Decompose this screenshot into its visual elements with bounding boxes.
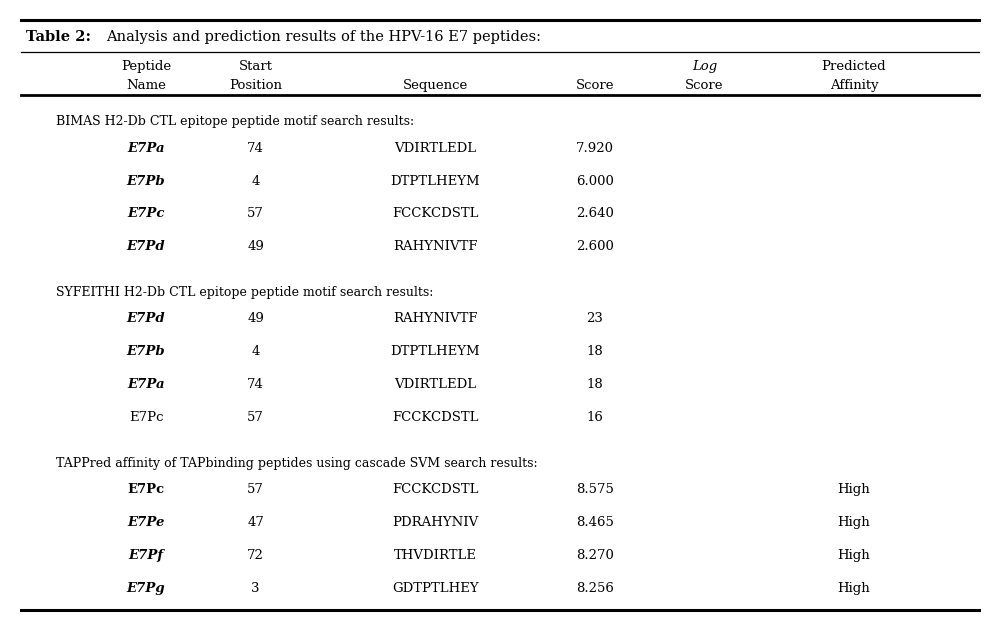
Text: E7Pg: E7Pg [127, 582, 165, 595]
Text: High: High [838, 483, 870, 496]
Text: E7Pc: E7Pc [127, 208, 165, 220]
Text: FCCKCDSTL: FCCKCDSTL [392, 411, 478, 424]
Text: E7Pe: E7Pe [127, 516, 165, 529]
Text: 3: 3 [251, 582, 260, 595]
Text: 8.256: 8.256 [576, 582, 614, 595]
Text: RAHYNIVTF: RAHYNIVTF [393, 241, 477, 253]
Text: FCCKCDSTL: FCCKCDSTL [392, 208, 478, 220]
Text: 2.600: 2.600 [576, 241, 614, 253]
Text: Affinity: Affinity [830, 79, 878, 91]
Text: 18: 18 [586, 378, 603, 391]
Text: Score: Score [685, 79, 724, 91]
Text: FCCKCDSTL: FCCKCDSTL [392, 483, 478, 496]
Text: E7Pc: E7Pc [127, 483, 165, 496]
Text: High: High [838, 582, 870, 595]
Text: 8.465: 8.465 [576, 516, 614, 529]
Text: Table 2:: Table 2: [26, 30, 91, 44]
Text: E7Pb: E7Pb [127, 175, 165, 187]
Text: E7Pd: E7Pd [127, 241, 165, 253]
Text: E7Pc: E7Pc [129, 411, 163, 424]
Text: 4: 4 [251, 175, 260, 187]
Text: E7Pa: E7Pa [127, 142, 165, 155]
Text: Predicted: Predicted [822, 60, 886, 72]
Text: Sequence: Sequence [403, 79, 468, 91]
Text: 49: 49 [247, 312, 264, 326]
Text: TAPPred affinity of TAPbinding peptides using cascade SVM search results:: TAPPred affinity of TAPbinding peptides … [56, 457, 538, 470]
Text: E7Pd: E7Pd [127, 312, 165, 326]
Text: 47: 47 [247, 516, 264, 529]
Text: 16: 16 [586, 411, 603, 424]
Text: SYFEITHI H2-Db CTL epitope peptide motif search results:: SYFEITHI H2-Db CTL epitope peptide motif… [56, 286, 434, 299]
Text: E7Pa: E7Pa [127, 378, 165, 391]
Text: Log: Log [692, 60, 717, 72]
Text: DTPTLHEYM: DTPTLHEYM [390, 175, 480, 187]
Text: 57: 57 [247, 483, 264, 496]
Text: Name: Name [126, 79, 166, 91]
Text: THVDIRTLE: THVDIRTLE [394, 549, 477, 562]
Text: 74: 74 [247, 142, 264, 155]
Text: Peptide: Peptide [121, 60, 171, 72]
Text: Analysis and prediction results of the HPV-16 E7 peptides:: Analysis and prediction results of the H… [106, 30, 541, 44]
Text: VDIRTLEDL: VDIRTLEDL [394, 378, 476, 391]
Text: Score: Score [575, 79, 614, 91]
Text: 49: 49 [247, 241, 264, 253]
Text: 8.270: 8.270 [576, 549, 614, 562]
Text: Position: Position [229, 79, 282, 91]
Text: High: High [838, 549, 870, 562]
Text: 7.920: 7.920 [576, 142, 614, 155]
Text: Start: Start [239, 60, 273, 72]
Text: 4: 4 [251, 345, 260, 358]
Text: 6.000: 6.000 [576, 175, 614, 187]
Text: 57: 57 [247, 411, 264, 424]
Text: VDIRTLEDL: VDIRTLEDL [394, 142, 476, 155]
Text: High: High [838, 516, 870, 529]
Text: E7Pb: E7Pb [127, 345, 165, 358]
Text: 57: 57 [247, 208, 264, 220]
Text: 18: 18 [586, 345, 603, 358]
Text: 8.575: 8.575 [576, 483, 614, 496]
Text: 74: 74 [247, 378, 264, 391]
Text: 72: 72 [247, 549, 264, 562]
Text: E7Pf: E7Pf [128, 549, 164, 562]
Text: 2.640: 2.640 [576, 208, 614, 220]
Text: 23: 23 [586, 312, 603, 326]
Text: BIMAS H2-Db CTL epitope peptide motif search results:: BIMAS H2-Db CTL epitope peptide motif se… [56, 115, 414, 128]
Text: GDTPTLHEY: GDTPTLHEY [392, 582, 478, 595]
Text: PDRAHYNIV: PDRAHYNIV [392, 516, 478, 529]
Text: DTPTLHEYM: DTPTLHEYM [390, 345, 480, 358]
Text: RAHYNIVTF: RAHYNIVTF [393, 312, 477, 326]
